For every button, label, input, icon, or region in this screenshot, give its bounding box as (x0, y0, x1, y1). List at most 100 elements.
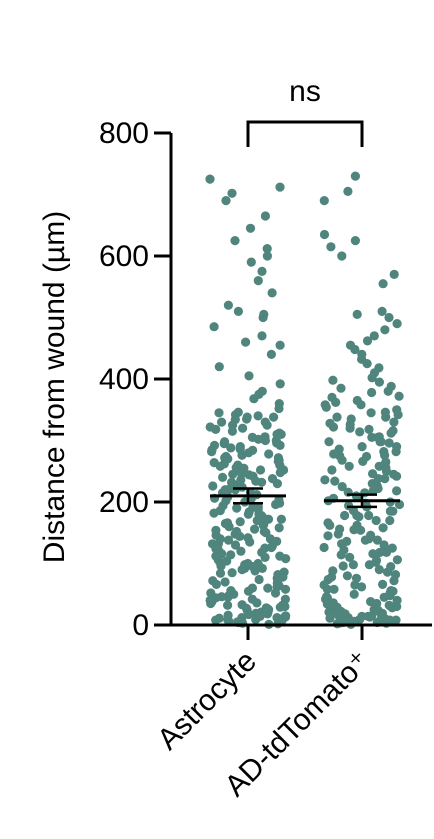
data-point (220, 437, 230, 447)
data-point (211, 525, 221, 535)
data-point (380, 474, 390, 484)
data-point (253, 411, 263, 421)
data-point (350, 171, 360, 181)
significance-label: ns (289, 75, 321, 108)
data-point (381, 463, 391, 473)
data-point (365, 612, 375, 622)
data-point (357, 582, 367, 592)
data-point (362, 359, 372, 369)
axes (154, 120, 432, 640)
data-point (262, 420, 272, 430)
data-point (275, 602, 285, 612)
data-point (380, 325, 390, 335)
data-point (349, 525, 359, 535)
data-point (249, 394, 259, 404)
y-axis-label: Distance from wound (µm) (38, 211, 71, 563)
summary-bars (210, 487, 400, 509)
data-point (221, 451, 231, 462)
data-point (220, 577, 230, 587)
data-point (218, 472, 228, 482)
data-point (257, 266, 267, 276)
data-point (366, 408, 376, 418)
data-point (357, 442, 367, 452)
data-point (240, 560, 250, 570)
data-point (356, 525, 366, 535)
data-point (222, 518, 233, 528)
data-point (349, 589, 359, 599)
data-point (392, 486, 402, 496)
data-point (324, 437, 334, 447)
data-point (230, 540, 241, 550)
data-point (223, 600, 233, 610)
data-point (322, 584, 332, 594)
data-point (214, 408, 224, 418)
data-point (253, 276, 263, 286)
data-point (328, 375, 338, 385)
data-point (250, 524, 260, 534)
data-point (379, 540, 389, 550)
data-point (367, 432, 377, 442)
data-point (275, 498, 285, 508)
data-point (256, 607, 266, 617)
data-point (355, 427, 365, 437)
data-point (381, 547, 392, 558)
data-point (383, 386, 393, 396)
data-point (223, 535, 234, 545)
data-point (374, 565, 384, 575)
data-point (243, 509, 253, 519)
data-point (261, 528, 271, 538)
data-point (351, 573, 362, 583)
data-point (274, 523, 284, 533)
data-point (260, 211, 270, 221)
data-point (350, 344, 360, 355)
data-point (344, 461, 354, 471)
data-point (254, 574, 264, 585)
data-point (211, 615, 221, 625)
data-point (386, 586, 396, 596)
data-point (319, 196, 329, 206)
data-point (345, 552, 355, 563)
data-point (348, 560, 358, 570)
data-points (205, 171, 405, 630)
data-point (262, 251, 272, 261)
data-point (371, 515, 381, 526)
data-point (223, 300, 233, 310)
data-point (248, 562, 258, 572)
y-tick-label: 0 (132, 609, 149, 642)
data-point (392, 555, 402, 565)
data-point (364, 424, 374, 434)
data-point (266, 542, 276, 553)
data-point (227, 188, 237, 198)
data-point (275, 182, 285, 192)
data-point (345, 419, 355, 430)
data-point (337, 251, 347, 261)
data-point (213, 555, 223, 565)
data-point (352, 309, 362, 319)
data-point (368, 486, 378, 496)
data-point (280, 584, 291, 594)
data-point (323, 574, 333, 585)
data-point (220, 486, 230, 496)
data-point (319, 229, 330, 240)
data-point (270, 588, 281, 598)
data-point (274, 403, 284, 414)
data-point (328, 422, 339, 432)
data-point (380, 407, 390, 417)
data-point (354, 512, 364, 522)
data-point (242, 414, 252, 424)
data-point (206, 598, 216, 609)
data-point (256, 510, 266, 521)
data-point (392, 319, 402, 329)
data-point (245, 537, 255, 547)
data-point (236, 546, 246, 556)
data-point (235, 531, 245, 542)
data-point (269, 412, 279, 422)
data-point (208, 481, 218, 491)
data-point (364, 560, 374, 570)
data-point (337, 455, 347, 465)
data-point (226, 443, 236, 453)
data-point (266, 349, 276, 359)
data-point (338, 561, 348, 571)
data-point (380, 450, 390, 460)
data-point (279, 567, 289, 577)
